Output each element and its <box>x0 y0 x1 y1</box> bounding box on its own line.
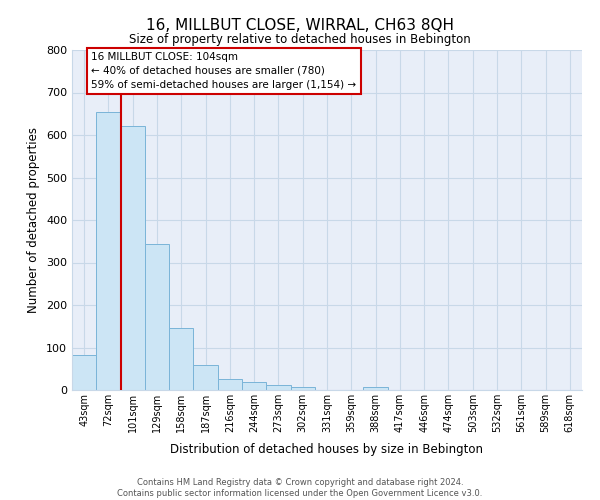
Bar <box>193 364 218 390</box>
Bar <box>169 328 193 390</box>
Bar <box>218 378 242 390</box>
Bar <box>242 382 266 390</box>
Bar <box>145 244 169 390</box>
Text: 16 MILLBUT CLOSE: 104sqm
← 40% of detached houses are smaller (780)
59% of semi-: 16 MILLBUT CLOSE: 104sqm ← 40% of detach… <box>91 52 356 90</box>
Text: 16, MILLBUT CLOSE, WIRRAL, CH63 8QH: 16, MILLBUT CLOSE, WIRRAL, CH63 8QH <box>146 18 454 32</box>
Text: Contains HM Land Registry data © Crown copyright and database right 2024.
Contai: Contains HM Land Registry data © Crown c… <box>118 478 482 498</box>
Bar <box>364 386 388 390</box>
Bar <box>266 385 290 390</box>
Text: Size of property relative to detached houses in Bebington: Size of property relative to detached ho… <box>129 32 471 46</box>
Y-axis label: Number of detached properties: Number of detached properties <box>28 127 40 313</box>
Bar <box>96 112 121 390</box>
Bar <box>72 355 96 390</box>
Bar <box>121 126 145 390</box>
X-axis label: Distribution of detached houses by size in Bebington: Distribution of detached houses by size … <box>170 444 484 456</box>
Bar <box>290 387 315 390</box>
